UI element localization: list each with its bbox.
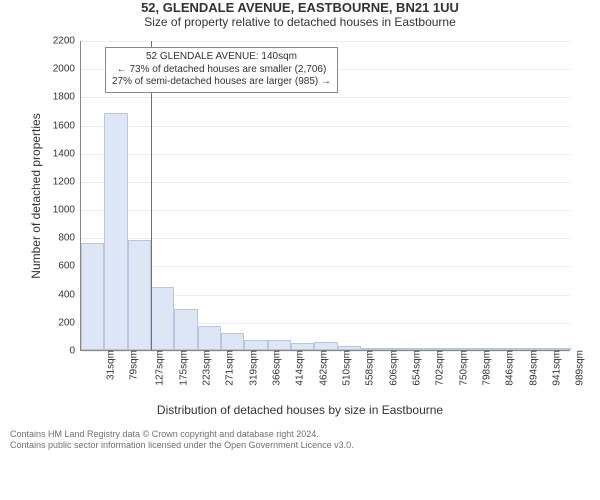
y-tick-label: 400 — [58, 289, 81, 300]
histogram-bar — [291, 343, 314, 350]
gridline — [81, 210, 570, 211]
histogram-bar — [454, 348, 477, 350]
histogram-bar — [524, 348, 547, 350]
x-tick-label: 798sqm — [475, 350, 492, 386]
x-tick-label: 366sqm — [265, 350, 282, 386]
footer-line-2: Contains public sector information licen… — [10, 440, 600, 451]
y-tick-label: 600 — [58, 261, 81, 272]
y-tick-label: 1000 — [53, 205, 81, 216]
gridline — [81, 41, 570, 42]
histogram-bar — [104, 113, 127, 350]
annotation-line-2: ← 73% of detached houses are smaller (2,… — [112, 64, 331, 77]
annotation-line-1: 52 GLENDALE AVENUE: 140sqm — [112, 51, 331, 64]
x-tick-label: 941sqm — [545, 350, 562, 386]
x-tick-label: 414sqm — [289, 350, 306, 386]
x-axis-label: Distribution of detached houses by size … — [157, 403, 443, 417]
x-tick-label: 989sqm — [569, 350, 586, 386]
annotation-line-3: 27% of semi-detached houses are larger (… — [112, 76, 331, 89]
page-title: 52, GLENDALE AVENUE, EASTBOURNE, BN21 1U… — [0, 0, 600, 15]
histogram-bar — [501, 348, 524, 350]
histogram-bar — [244, 340, 267, 350]
x-tick-label: 175sqm — [172, 350, 189, 386]
x-tick-label: 79sqm — [123, 350, 140, 380]
x-tick-label: 510sqm — [335, 350, 352, 386]
y-tick-label: 2000 — [53, 64, 81, 75]
x-tick-label: 558sqm — [359, 350, 376, 386]
histogram-bar — [361, 348, 384, 350]
gridline — [81, 154, 570, 155]
y-tick-label: 1800 — [53, 92, 81, 103]
y-axis-label: Number of detached properties — [29, 113, 43, 278]
gridline — [81, 266, 570, 267]
histogram-bar — [431, 348, 454, 350]
x-tick-label: 846sqm — [499, 350, 516, 386]
y-tick-label: 1200 — [53, 176, 81, 187]
y-tick-label: 1600 — [53, 120, 81, 131]
x-tick-label: 31sqm — [99, 350, 116, 380]
x-tick-label: 894sqm — [522, 350, 539, 386]
histogram-bar — [314, 342, 337, 350]
histogram-bar — [268, 340, 291, 350]
x-tick-label: 223sqm — [195, 350, 212, 386]
x-tick-label: 750sqm — [452, 350, 469, 386]
footer-line-1: Contains HM Land Registry data © Crown c… — [10, 429, 600, 440]
x-tick-label: 462sqm — [312, 350, 329, 386]
y-tick-label: 2200 — [53, 36, 81, 47]
gridline — [81, 238, 570, 239]
x-tick-label: 271sqm — [219, 350, 236, 386]
x-tick-label: 606sqm — [382, 350, 399, 386]
histogram-bar — [384, 348, 407, 350]
gridline — [81, 126, 570, 127]
y-tick-label: 1400 — [53, 148, 81, 159]
histogram-bar — [198, 326, 221, 350]
x-tick-label: 654sqm — [405, 350, 422, 386]
gridline — [81, 182, 570, 183]
histogram-bar — [81, 243, 104, 350]
gridline — [81, 97, 570, 98]
page-subtitle: Size of property relative to detached ho… — [0, 15, 600, 29]
y-tick-label: 800 — [58, 233, 81, 244]
histogram-chart: 0 200 400 600 800 1000 1200 1400 1600 1800 2000 220… — [20, 29, 580, 429]
histogram-bar — [221, 333, 244, 350]
histogram-bar — [174, 309, 197, 350]
plot-area: 0200400600800100012001400160018002000220… — [80, 41, 570, 351]
x-tick-label: 702sqm — [429, 350, 446, 386]
y-tick-label: 200 — [58, 317, 81, 328]
x-tick-label: 319sqm — [242, 350, 259, 386]
attribution-footer: Contains HM Land Registry data © Crown c… — [0, 429, 600, 452]
x-tick-label: 127sqm — [149, 350, 166, 386]
annotation-callout: 52 GLENDALE AVENUE: 140sqm ← 73% of deta… — [105, 47, 338, 93]
y-tick-label: 0 — [69, 346, 81, 357]
histogram-bar — [151, 287, 174, 350]
histogram-bar — [128, 240, 151, 350]
